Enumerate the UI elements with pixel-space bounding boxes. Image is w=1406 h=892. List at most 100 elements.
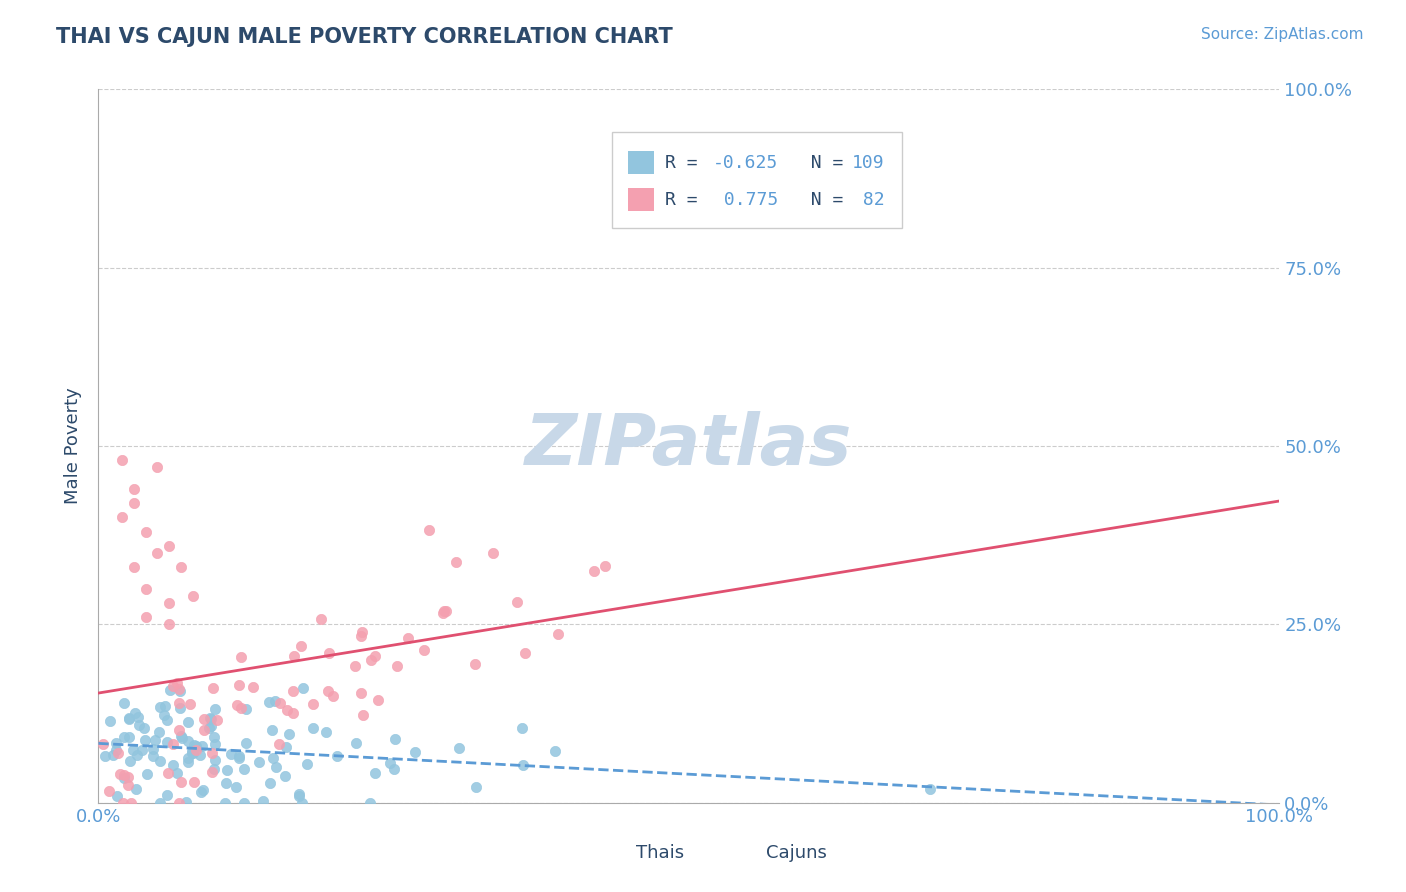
Point (155, 788, 177, 802)
Point (309, 612, 332, 626)
Point (177, 751, 200, 765)
Point (135, 766, 157, 780)
Point (167, 796, 190, 810)
Point (157, 539, 180, 553)
Text: THAI VS CAJUN MALE POVERTY CORRELATION CHART: THAI VS CAJUN MALE POVERTY CORRELATION C… (56, 27, 673, 46)
Point (464, 657, 486, 672)
Point (200, 712, 222, 726)
Point (269, 737, 291, 751)
Point (183, 774, 205, 789)
Point (344, 736, 367, 750)
Point (318, 646, 340, 660)
Point (404, 745, 426, 759)
Point (101, 748, 124, 763)
Point (157, 617, 180, 632)
Point (202, 730, 225, 744)
Point (202, 762, 225, 776)
Point (122, 742, 145, 756)
Point (262, 751, 284, 765)
Point (186, 743, 208, 757)
Point (260, 723, 283, 737)
Point (134, 721, 156, 735)
Point (105, 789, 128, 803)
Text: Cajuns: Cajuns (766, 844, 827, 862)
Point (510, 721, 533, 735)
Point (278, 727, 301, 741)
Point (170, 560, 193, 574)
Point (135, 524, 157, 539)
Point (120, 796, 142, 810)
Point (291, 681, 314, 695)
Point (204, 702, 226, 716)
Point (146, 546, 169, 560)
Point (156, 713, 179, 727)
Point (156, 734, 179, 748)
Point (153, 707, 176, 722)
Point (166, 766, 188, 780)
Point (174, 795, 197, 809)
Point (228, 678, 250, 692)
Point (364, 649, 387, 664)
Point (396, 631, 419, 645)
Point (167, 696, 190, 710)
Point (127, 710, 149, 724)
Point (128, 718, 150, 732)
Point (125, 782, 148, 797)
Point (183, 738, 205, 752)
Point (274, 739, 297, 754)
Text: N =: N = (789, 153, 855, 171)
Point (122, 496, 145, 510)
Point (193, 712, 215, 726)
Text: ZIPatlas: ZIPatlas (526, 411, 852, 481)
Point (343, 659, 366, 673)
Point (281, 684, 304, 698)
Point (204, 753, 226, 767)
Point (201, 747, 224, 761)
FancyBboxPatch shape (612, 132, 901, 228)
Point (350, 629, 373, 643)
Point (315, 725, 337, 739)
Point (281, 706, 304, 721)
Point (124, 706, 146, 721)
Point (259, 695, 281, 709)
Point (274, 769, 297, 783)
Point (506, 595, 529, 609)
FancyBboxPatch shape (627, 188, 654, 211)
Point (418, 524, 440, 538)
Point (111, 796, 134, 810)
Point (434, 604, 457, 618)
Point (205, 713, 228, 727)
Point (135, 610, 157, 624)
Point (181, 746, 204, 760)
Point (135, 582, 157, 596)
Text: 109: 109 (852, 153, 884, 171)
Text: R =: R = (665, 191, 709, 209)
Point (142, 749, 165, 764)
Point (316, 684, 339, 698)
Point (125, 748, 148, 763)
Point (169, 684, 191, 698)
Point (302, 721, 325, 735)
Point (225, 698, 247, 713)
Point (228, 749, 250, 764)
Point (350, 685, 373, 699)
Point (444, 555, 467, 569)
Point (172, 731, 194, 746)
Point (191, 739, 214, 753)
Point (288, 787, 311, 801)
Point (200, 719, 222, 733)
Point (547, 626, 569, 640)
Point (111, 453, 134, 467)
Text: Thais: Thais (636, 844, 683, 862)
Point (111, 510, 134, 524)
Point (162, 679, 184, 693)
Point (112, 696, 135, 710)
Point (247, 756, 270, 770)
Point (482, 546, 505, 560)
Text: -0.625: -0.625 (713, 153, 778, 171)
Point (149, 754, 172, 768)
Point (108, 767, 131, 781)
Point (180, 744, 202, 758)
Point (235, 701, 257, 715)
Point (167, 723, 190, 737)
